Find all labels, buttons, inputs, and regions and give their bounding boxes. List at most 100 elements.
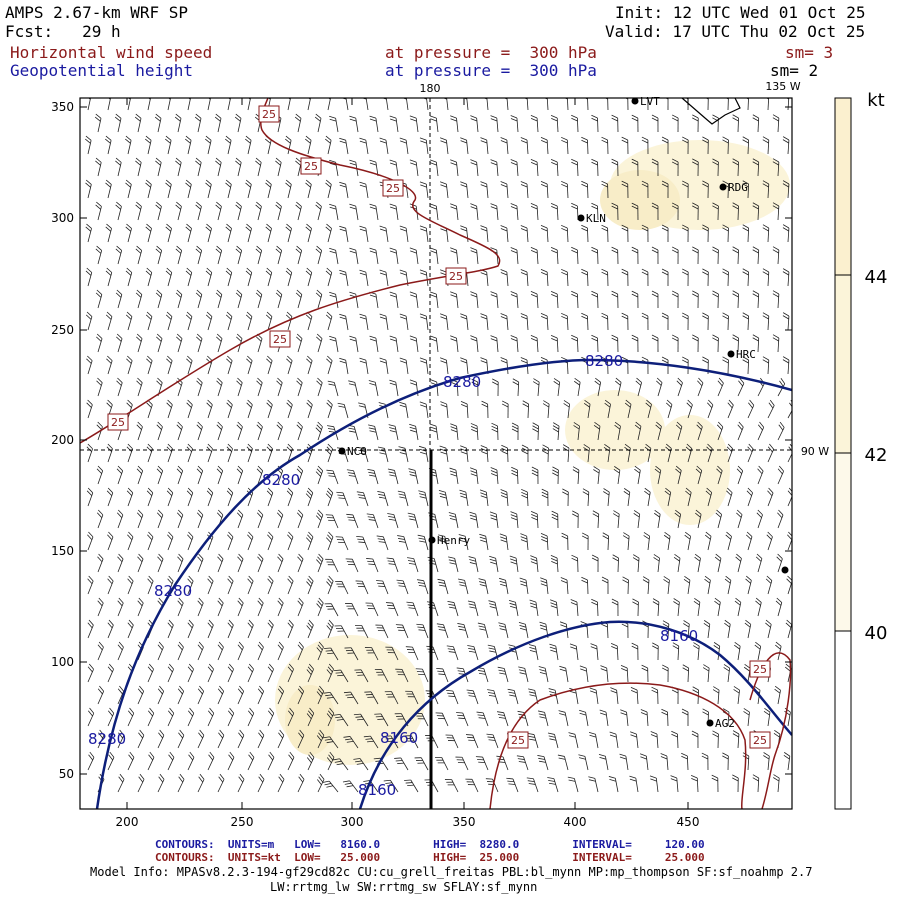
x-tick-label: 300	[341, 815, 364, 829]
wind-barb	[735, 553, 742, 573]
wind-barb	[335, 536, 349, 551]
wind-barb	[237, 773, 245, 793]
wind-barb	[345, 558, 359, 573]
wind-barb	[135, 157, 142, 177]
wind-barb	[724, 575, 732, 595]
wind-barb	[205, 267, 213, 287]
wind-barb	[226, 399, 233, 419]
wind-barb	[247, 531, 254, 551]
wind-barb	[500, 313, 509, 331]
wind-barb	[722, 312, 729, 331]
wind-barb	[682, 664, 690, 683]
wind-barb	[385, 646, 399, 661]
wind-barb	[177, 729, 185, 749]
wind-barb	[186, 487, 194, 507]
wind-barb	[335, 580, 349, 595]
svg-text:KLN: KLN	[586, 212, 606, 225]
wind-barb	[246, 355, 253, 375]
wind-barb	[354, 669, 369, 683]
wind-barb	[166, 443, 173, 463]
wind-barb	[167, 575, 174, 595]
field2-name: Geopotential height	[10, 61, 194, 80]
wind-barb	[486, 733, 499, 749]
wind-barb	[581, 136, 589, 155]
wind-barb	[265, 311, 273, 331]
wind-barb	[500, 357, 509, 375]
wind-barb	[470, 203, 479, 221]
wind-barb	[416, 623, 429, 639]
wind-barb	[197, 597, 204, 617]
wind-barb	[599, 709, 609, 727]
wind-barb	[498, 622, 509, 639]
wind-barb	[186, 355, 193, 375]
wind-barb	[127, 531, 134, 551]
wind-barb	[530, 247, 539, 265]
wind-barb	[470, 423, 479, 441]
wind-barb	[329, 291, 339, 309]
wind-barb	[775, 597, 783, 617]
wind-barb	[540, 357, 549, 375]
wind-barb	[147, 663, 154, 683]
svg-text:25: 25	[262, 108, 276, 121]
wind-barb	[466, 689, 479, 705]
wind-barb	[96, 421, 103, 441]
wind-barb	[663, 531, 671, 551]
wind-barb	[267, 663, 274, 683]
station-marker	[781, 566, 789, 574]
wind-barb	[296, 333, 303, 353]
wind-barb	[399, 313, 409, 331]
wind-barb	[480, 137, 489, 155]
wind-barb	[267, 575, 274, 595]
wind-barb	[325, 223, 332, 243]
wind-barb	[145, 179, 152, 199]
wind-barb	[414, 757, 429, 771]
wind-barb	[661, 312, 669, 331]
wind-barb	[359, 269, 369, 287]
svg-text:25: 25	[111, 416, 125, 429]
wind-barb	[257, 641, 264, 661]
wind-barb	[205, 311, 213, 331]
x-tick-label: 250	[231, 815, 254, 829]
wind-barb	[732, 202, 739, 221]
wind-barb	[86, 355, 93, 375]
wind-barb	[621, 312, 629, 331]
wind-barb	[490, 159, 499, 177]
wind-barb	[508, 599, 519, 617]
wind-barb	[215, 289, 223, 309]
wind-barb	[186, 443, 193, 463]
wind-barb	[295, 201, 302, 221]
wind-barb	[339, 137, 349, 155]
wind-barb	[206, 443, 213, 463]
wind-barb	[582, 488, 590, 507]
wind-barb	[520, 98, 529, 111]
wind-barb	[693, 598, 701, 617]
wind-barb	[314, 113, 322, 133]
wind-barb	[763, 752, 770, 771]
wind-barb	[245, 223, 252, 243]
wind-barb	[175, 289, 183, 309]
wind-barb	[429, 423, 439, 441]
wind-barb	[306, 707, 315, 727]
wind-barb	[379, 269, 389, 287]
wind-barb	[560, 224, 569, 243]
wind-barb	[520, 137, 529, 155]
wind-barb	[727, 399, 734, 419]
wind-barb	[736, 509, 743, 529]
wind-barb	[632, 554, 640, 573]
wind-barb	[601, 268, 609, 287]
wind-barb	[571, 158, 579, 177]
wind-barb	[706, 443, 713, 463]
wind-barb	[237, 641, 244, 661]
wind-barb	[266, 399, 273, 419]
height-contour-label: 8160	[358, 781, 396, 799]
wind-barb	[589, 687, 599, 705]
wind-barb	[664, 487, 672, 507]
wind-barb	[772, 114, 780, 133]
wind-barb	[792, 159, 799, 176]
wind-barb	[600, 665, 609, 683]
wind-barb	[257, 685, 265, 705]
wind-barb	[197, 685, 205, 705]
wind-barb	[237, 729, 245, 749]
wind-barb	[137, 729, 145, 749]
wind-barb	[255, 201, 262, 221]
